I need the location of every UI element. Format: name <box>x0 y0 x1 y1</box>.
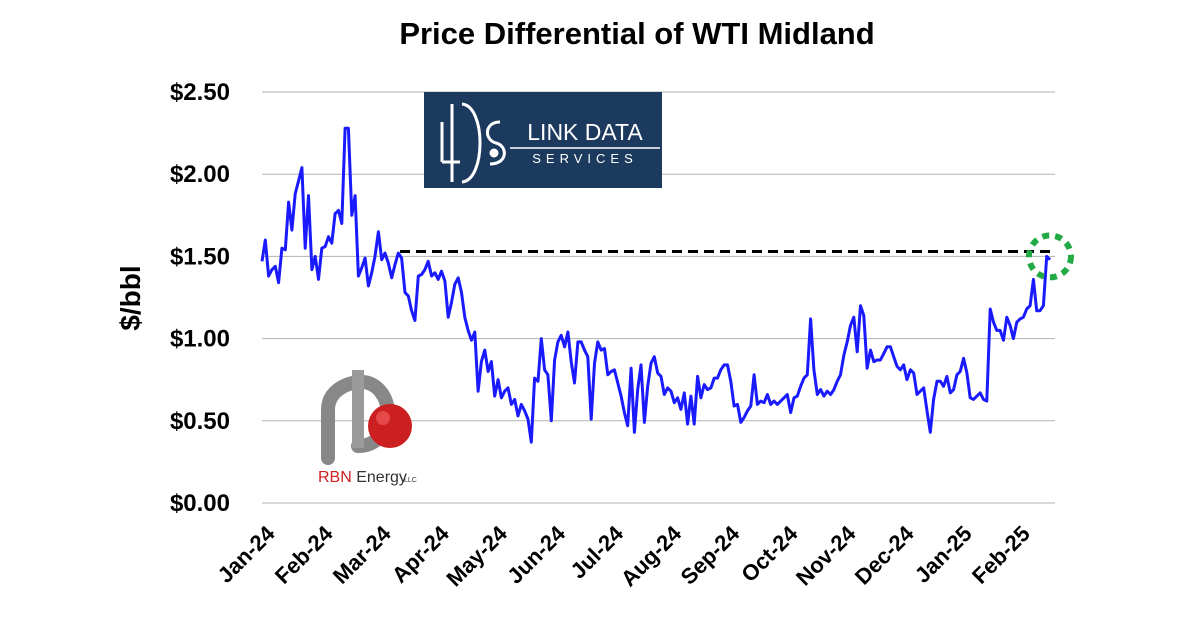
y-tick-label: $0.00 <box>170 490 230 517</box>
rbn-drop-highlight <box>376 411 390 425</box>
x-tick-label: Nov-24 <box>791 520 861 590</box>
chart-title: Price Differential of WTI Midland <box>399 16 874 51</box>
x-tick-label: Sep-24 <box>676 520 745 589</box>
x-tick-label: Aug-24 <box>616 520 687 591</box>
lds-logo-background <box>424 92 662 188</box>
lds-logo-line2: SERVICES <box>532 151 638 166</box>
lds-monogram-icon <box>440 102 506 184</box>
x-tick-label: Jan-24 <box>213 520 281 588</box>
x-tick-label: Jun-24 <box>502 520 570 588</box>
x-axis-tick-labels: Jan-24Feb-24Mar-24Apr-24May-24Jun-24Jul-… <box>213 520 1035 591</box>
y-tick-label: $2.50 <box>170 79 230 106</box>
rbn-energy-logo: RBN Energy LLC <box>318 370 417 486</box>
link-data-services-logo: LINK DATA SERVICES <box>424 92 662 188</box>
highlight-circle <box>1026 232 1074 281</box>
series-line <box>260 126 1052 444</box>
x-tick-label: Feb-24 <box>270 520 338 588</box>
y-tick-label: $1.50 <box>170 243 230 270</box>
x-tick-label: Feb-25 <box>967 521 1035 589</box>
y-axis-label: $/bbl <box>115 265 146 330</box>
y-tick-label: $1.00 <box>170 326 230 353</box>
lds-logo-line1: LINK DATA <box>527 119 643 145</box>
x-tick-label: Mar-24 <box>328 520 396 588</box>
rbn-drop-icon <box>368 404 412 448</box>
y-tick-label: $0.50 <box>170 408 230 435</box>
x-tick-label: Jan-25 <box>910 521 977 588</box>
x-tick-label: Oct-24 <box>736 520 803 587</box>
y-tick-label: $2.00 <box>170 161 230 188</box>
x-tick-label: May-24 <box>441 520 512 591</box>
y-axis-tick-labels: $0.00 $0.50 $1.00 $1.50 $2.00 $2.50 <box>170 79 230 517</box>
rbn-logo-suffix: LLC <box>404 477 417 484</box>
x-tick-label: Dec-24 <box>850 520 919 589</box>
rbn-logo-text: RBN Energy <box>318 469 407 486</box>
